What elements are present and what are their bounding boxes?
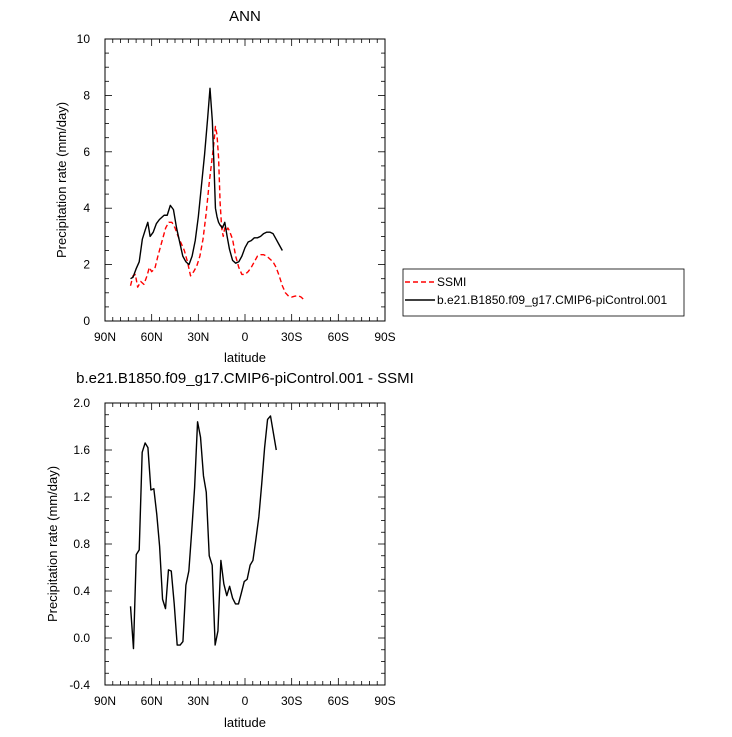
chart-bottom-ylabel: Precipitation rate (mm/day) xyxy=(45,466,60,622)
chart-bottom-xtick-label: 60S xyxy=(328,694,349,708)
chart-top-ticks: 90N 60N 30N 0 30S 60S 90S 0 2 4 6 8 10 xyxy=(77,32,396,344)
chart-bottom-ytick-label: 0.8 xyxy=(73,537,90,551)
chart-bottom-xtick-label: 90S xyxy=(374,694,395,708)
chart-top-ytick-label: 10 xyxy=(77,32,91,46)
chart-top-ytick-label: 6 xyxy=(83,145,90,159)
legend-box xyxy=(402,268,685,317)
chart-bottom-ytick-label: 1.2 xyxy=(73,490,90,504)
legend-label-ssmi: SSMI xyxy=(437,275,466,289)
chart-top-ytick-label: 2 xyxy=(83,258,90,272)
chart-bottom-ytick-label: 1.6 xyxy=(73,443,90,457)
chart-top-series-line-1 xyxy=(130,87,283,280)
chart-bottom-ytick-label: -0.4 xyxy=(69,678,90,692)
chart-bottom-xlabel: latitude xyxy=(224,715,266,730)
chart-bottom-xtick-label: 30S xyxy=(281,694,302,708)
legend-label-model: b.e21.B1850.f09_g17.CMIP6-piControl.001 xyxy=(437,293,667,307)
chart-top-ytick-label: 8 xyxy=(83,88,90,102)
chart-bottom-series-line-0 xyxy=(129,415,277,650)
chart-bottom-xtick-label: 60N xyxy=(141,694,163,708)
chart-bottom-ticks: 90N 60N 30N 0 30S 60S 90S -0.4 0.0 0.4 0.8 1.2 1.6 2.… xyxy=(69,396,395,708)
chart-top-title: ANN xyxy=(229,8,261,25)
chart-top-ytick-label: 0 xyxy=(83,314,90,328)
chart-top-ylabel: Precipitation rate (mm/day) xyxy=(54,102,69,258)
chart-top-series xyxy=(129,87,305,301)
chart-top-series-line-0 xyxy=(129,125,305,301)
chart-top-xtick-label: 60S xyxy=(328,330,349,344)
chart-top-xlabel: latitude xyxy=(224,350,266,365)
chart-top-xtick-label: 90S xyxy=(374,330,395,344)
chart-top-xtick-label: 90N xyxy=(94,330,116,344)
chart-top-xtick-label: 30S xyxy=(281,330,302,344)
chart-top-xtick-label: 30N xyxy=(187,330,209,344)
chart-bottom-ytick-label: 0.0 xyxy=(73,631,90,645)
chart-bottom-ytick-label: 2.0 xyxy=(73,396,90,410)
chart-top-legend: SSMI b.e21.B1850.f09_g17.CMIP6-piControl… xyxy=(402,268,685,317)
chart-bottom: b.e21.B1850.f09_g17.CMIP6-piControl.001 … xyxy=(45,370,414,730)
chart-bottom-title: b.e21.B1850.f09_g17.CMIP6-piControl.001 … xyxy=(76,370,414,387)
chart-bottom-xtick-label: 0 xyxy=(242,694,249,708)
chart-bottom-series xyxy=(129,415,277,650)
chart-top-xtick-label: 60N xyxy=(141,330,163,344)
chart-bottom-xtick-label: 30N xyxy=(187,694,209,708)
chart-bottom-xtick-label: 90N xyxy=(94,694,116,708)
chart-bottom-ytick-label: 0.4 xyxy=(73,584,90,598)
chart-top-frame xyxy=(104,38,386,322)
chart-top-xtick-label: 0 xyxy=(242,330,249,344)
chart-top-ytick-label: 4 xyxy=(83,201,90,215)
